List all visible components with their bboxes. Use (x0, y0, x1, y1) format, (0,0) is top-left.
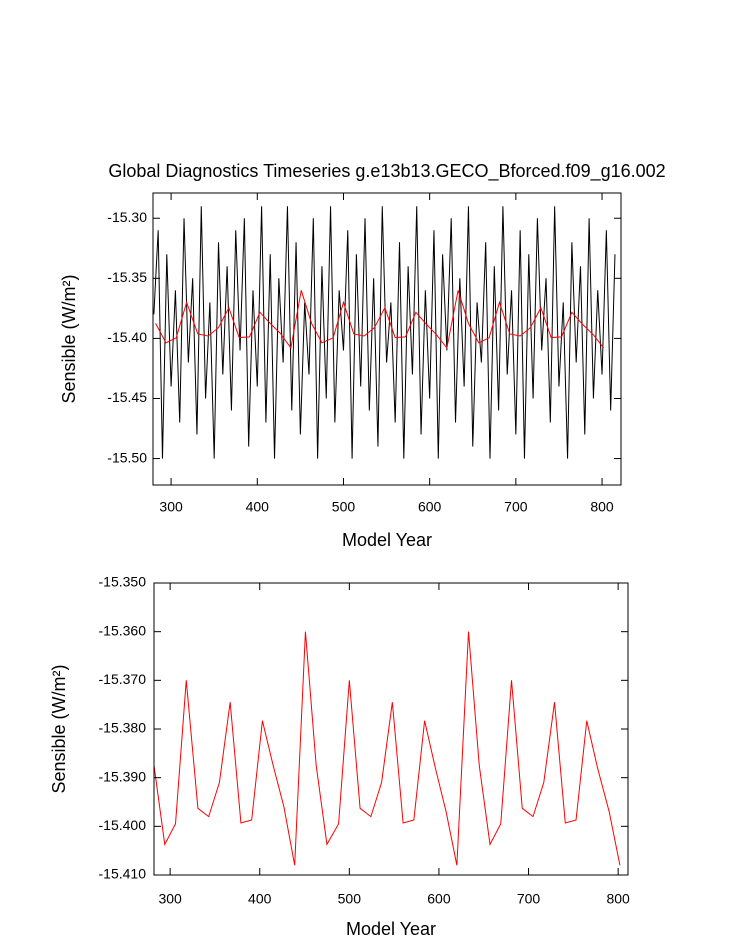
x-tick-label: 400 (246, 499, 270, 515)
y-tick-label: -15.410 (99, 866, 147, 882)
x-axis-title: Model Year (346, 919, 436, 939)
plot-frame (152, 192, 622, 486)
y-tick-label: -15.30 (107, 209, 147, 225)
data-line (153, 631, 621, 866)
y-tick-label: -15.390 (99, 768, 147, 784)
y-tick-label: -15.35 (107, 269, 147, 285)
x-tick-label: 600 (427, 891, 451, 907)
y-tick-label: -15.350 (99, 574, 147, 590)
x-tick-label: 500 (338, 891, 362, 907)
x-tick-label: 300 (159, 499, 183, 515)
x-tick-label: 800 (590, 499, 614, 515)
y-axis-title: Sensible (W/m²) (59, 274, 79, 403)
y-tick-label: -15.380 (99, 720, 147, 736)
x-tick-label: 700 (517, 891, 541, 907)
y-tick-label: -15.40 (107, 329, 147, 345)
x-tick-label: 500 (332, 499, 356, 515)
x-tick-label: 700 (504, 499, 528, 515)
chart-title: Global Diagnostics Timeseries g.e13b13.G… (108, 161, 665, 182)
x-tick-label: 300 (158, 891, 182, 907)
y-tick-label: -15.50 (107, 449, 147, 465)
x-tick-label: 800 (606, 891, 630, 907)
data-line (153, 206, 616, 459)
y-tick-label: -15.45 (107, 389, 147, 405)
data-line (155, 290, 605, 350)
y-tick-label: -15.360 (99, 622, 147, 638)
y-tick-label: -15.370 (99, 671, 147, 687)
y-tick-label: -15.400 (99, 817, 147, 833)
x-tick-label: 400 (248, 891, 272, 907)
x-tick-label: 600 (418, 499, 442, 515)
x-axis-title: Model Year (342, 530, 432, 550)
y-axis-title: Sensible (W/m²) (49, 664, 69, 793)
